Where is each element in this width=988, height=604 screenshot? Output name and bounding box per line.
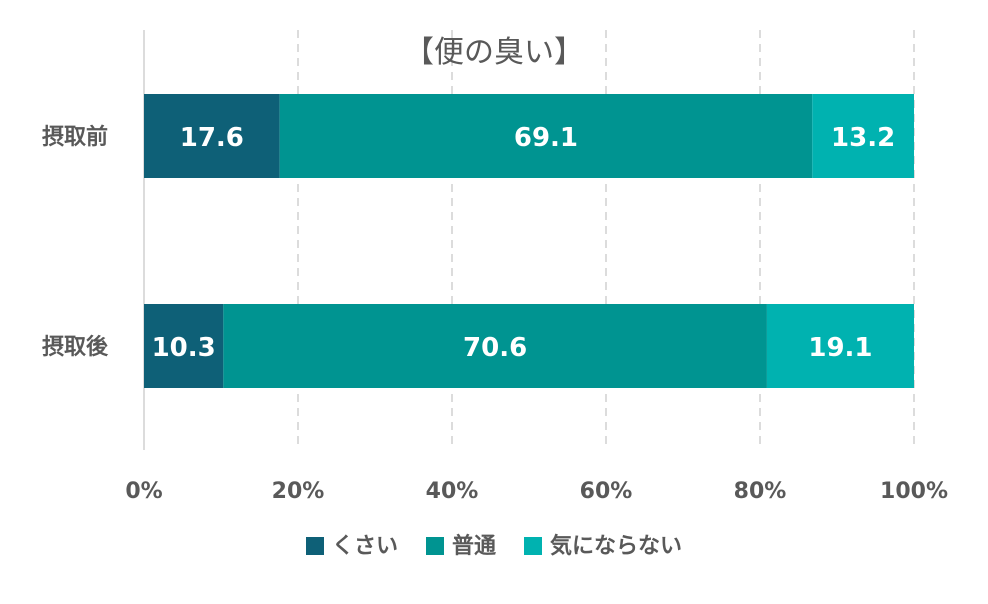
data-label: 19.1 bbox=[808, 333, 872, 363]
data-label: 70.6 bbox=[463, 333, 527, 363]
bars-layer bbox=[144, 94, 914, 388]
x-tick-label: 40% bbox=[426, 479, 479, 504]
x-tick-label: 80% bbox=[734, 479, 787, 504]
legend-swatch bbox=[306, 537, 324, 555]
data-label: 17.6 bbox=[180, 123, 244, 153]
bar-segment bbox=[144, 94, 280, 178]
bar-segment bbox=[279, 94, 813, 178]
bar-segment bbox=[812, 94, 914, 178]
bar-segment bbox=[223, 304, 767, 388]
data-label: 13.2 bbox=[831, 123, 895, 153]
chart-title: 【便の臭い】 bbox=[404, 35, 584, 70]
legend-swatch bbox=[426, 537, 444, 555]
bar-segment bbox=[144, 304, 224, 388]
x-tick-label: 0% bbox=[125, 479, 162, 504]
bar-segment bbox=[766, 304, 914, 388]
legend-label: 気にならない bbox=[550, 533, 682, 559]
category-label: 摂取後 bbox=[42, 334, 109, 360]
legend: くさい 普通 気にならない bbox=[306, 533, 682, 559]
x-tick-label: 100% bbox=[880, 479, 948, 504]
x-tick-label: 20% bbox=[272, 479, 325, 504]
data-label: 10.3 bbox=[152, 333, 216, 363]
legend-label: 普通 bbox=[452, 533, 496, 559]
legend-label: くさい bbox=[332, 534, 398, 559]
category-label: 摂取前 bbox=[42, 124, 108, 150]
legend-swatch bbox=[524, 537, 542, 555]
data-label: 69.1 bbox=[514, 123, 578, 153]
x-tick-label: 60% bbox=[580, 479, 633, 504]
